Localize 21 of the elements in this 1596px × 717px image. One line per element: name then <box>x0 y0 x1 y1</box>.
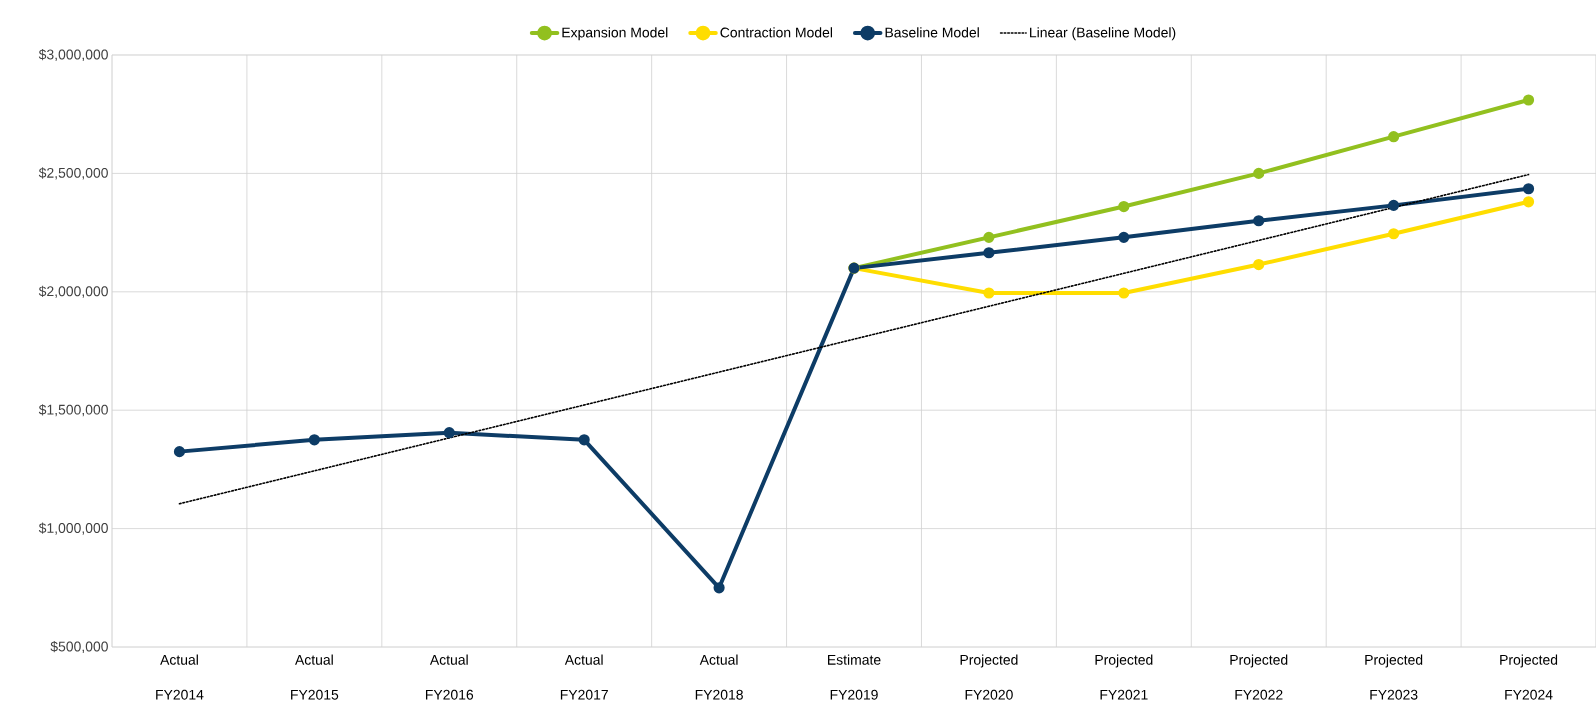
y-tick-label: $3,000,000 <box>38 48 108 62</box>
y-tick-label: $2,500,000 <box>38 167 108 180</box>
category-label: Actual FY2018 <box>695 654 743 700</box>
y-tick-label: $500,000 <box>50 640 108 654</box>
category-label: Projected FY2021 <box>1095 654 1153 700</box>
category-label: Projected FY2022 <box>1230 654 1288 700</box>
category-label: Projected FY2024 <box>1500 654 1558 700</box>
category-label: Projected FY2020 <box>960 654 1018 700</box>
category-label: Actual FY2015 <box>291 654 339 700</box>
y-tick-label: $1,500,000 <box>38 404 108 417</box>
category-label: Estimate FY2019 <box>828 654 881 700</box>
category-label: Actual FY2017 <box>560 654 608 700</box>
legend-label: Linear (Baseline Model) <box>1030 27 1176 41</box>
legend-label: Expansion Model <box>562 27 668 41</box>
category-label: Actual FY2014 <box>156 654 204 700</box>
legend-label: Contraction Model <box>720 27 833 38</box>
y-tick-label: $1,000,000 <box>38 522 108 535</box>
legend-label: Baseline Model <box>885 27 979 38</box>
category-label: Projected FY2023 <box>1365 654 1423 700</box>
y-tick-label: $2,000,000 <box>38 285 108 298</box>
category-label: Actual FY2016 <box>425 654 474 700</box>
